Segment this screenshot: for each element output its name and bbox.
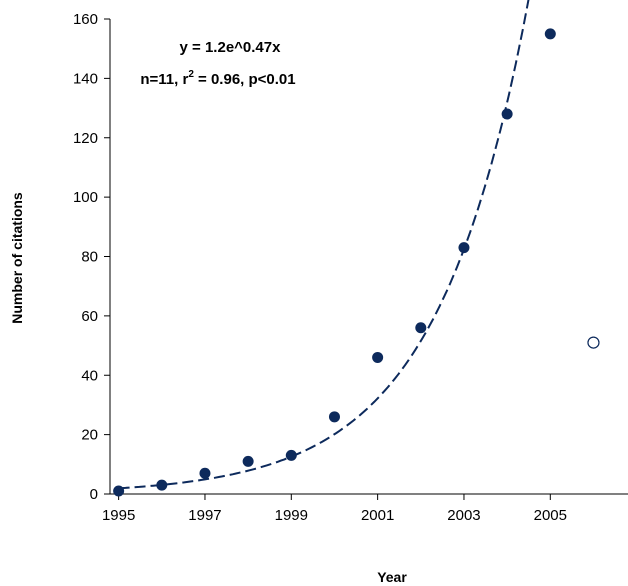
x-tick-label: 2003 xyxy=(447,507,480,524)
data-point xyxy=(415,322,427,334)
y-axis-ticks: 0 20 40 60 80 100 120 140 160 xyxy=(73,11,110,503)
x-tick-label: 1995 xyxy=(102,507,135,524)
y-tick-label: 80 xyxy=(81,249,98,266)
y-tick-label: 160 xyxy=(73,11,98,28)
x-axis-ticks: 1995 1997 1999 2001 2003 2005 xyxy=(102,494,567,524)
x-tick-label: 2001 xyxy=(361,507,394,524)
y-tick-label: 120 xyxy=(73,130,98,147)
y-axis-title: Number of citations xyxy=(9,192,25,324)
data-point xyxy=(156,479,168,491)
data-points xyxy=(113,28,600,497)
data-point xyxy=(242,455,254,467)
x-tick-label: 2005 xyxy=(534,507,567,524)
trend-stats-label: n=11, r2 = 0.96, p<0.01 xyxy=(140,69,295,88)
x-tick-label: 1997 xyxy=(188,507,221,524)
y-tick-label: 60 xyxy=(81,308,98,325)
y-tick-label: 20 xyxy=(81,427,98,444)
x-axis-title: Year xyxy=(377,569,407,585)
trend-equation-label: y = 1.2e^0.47x xyxy=(180,39,282,56)
chart-axes xyxy=(109,19,628,495)
data-point xyxy=(501,108,513,120)
y-tick-label: 40 xyxy=(81,367,98,384)
y-tick-label: 140 xyxy=(73,70,98,87)
data-point xyxy=(328,411,340,423)
data-point xyxy=(199,467,211,479)
data-point xyxy=(544,28,556,40)
y-tick-label: 100 xyxy=(73,189,98,206)
data-point xyxy=(458,242,470,254)
x-tick-label: 1999 xyxy=(275,507,308,524)
open-data-point xyxy=(587,336,600,349)
y-tick-label: 0 xyxy=(90,486,98,503)
data-point xyxy=(372,351,384,363)
data-point xyxy=(113,485,125,497)
data-point xyxy=(285,449,297,461)
